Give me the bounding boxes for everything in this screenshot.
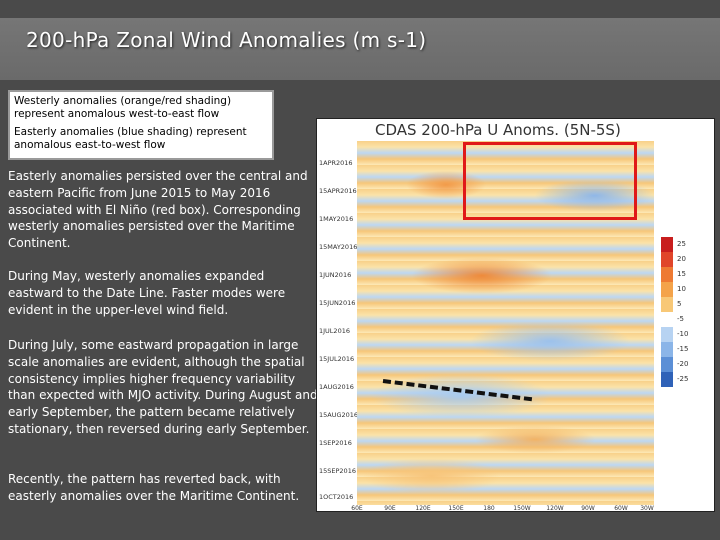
x-label: 180	[483, 505, 495, 512]
colorbar-label: -5	[677, 315, 684, 323]
y-label: 15SEP2016	[319, 467, 356, 475]
y-label: 1MAY2016	[319, 215, 354, 223]
paragraph-july-august: During July, some eastward propagation i…	[8, 338, 318, 436]
colorbar-cell	[661, 282, 673, 297]
y-label: 1OCT2016	[319, 493, 354, 501]
colorbar-label: -25	[677, 375, 689, 383]
paragraph-may: During May, westerly anomalies expanded …	[8, 269, 286, 317]
colorbar-cell	[661, 267, 673, 282]
x-label: 60E	[351, 505, 363, 512]
colorbar-label: 10	[677, 285, 686, 293]
x-label: 150W	[513, 505, 531, 512]
y-label: 15AUG2016	[319, 411, 359, 419]
hovmoller-figure: CDAS 200-hPa U Anoms. (5N-5S) 1APR2016 1…	[316, 118, 715, 512]
x-label: 120E	[415, 505, 431, 512]
x-label: 120W	[546, 505, 564, 512]
legend-easterly: Easterly anomalies (blue shading) repres…	[14, 126, 247, 151]
colorbar-cell	[661, 252, 673, 267]
y-label: 1AUG2016	[319, 383, 354, 391]
legend-box: Westerly anomalies (orange/red shading) …	[8, 90, 274, 160]
colorbar-cell	[661, 357, 673, 372]
paragraph-el-nino: Easterly anomalies persisted over the ce…	[8, 169, 308, 251]
y-label: 15JUL2016	[319, 355, 355, 363]
y-label: 15JUN2016	[319, 299, 356, 307]
x-label: 60W	[614, 505, 628, 512]
x-axis-labels: 60E 90E 120E 150E 180 150W 120W 90W 60W …	[351, 505, 654, 512]
colorbar-label: 25	[677, 240, 686, 248]
x-label: 90W	[581, 505, 595, 512]
colorbar-label: 20	[677, 255, 686, 263]
legend-westerly: Westerly anomalies (orange/red shading) …	[14, 95, 232, 120]
y-axis-labels: 1APR2016 15APR2016 1MAY2016 15MAY2016 1J…	[319, 141, 359, 505]
colorbar-label: 5	[677, 300, 682, 308]
y-label: 1JUN2016	[319, 271, 352, 279]
colorbar-label: -15	[677, 345, 689, 353]
x-label: 90E	[384, 505, 396, 512]
colorbar-cell	[661, 372, 673, 387]
y-label: 1JUL2016	[319, 327, 350, 335]
y-label: 15APR2016	[319, 187, 357, 195]
colorbar-cell	[661, 312, 673, 327]
colorbar-label: -20	[677, 360, 689, 368]
colorbar-cell	[661, 342, 673, 357]
colorbar	[661, 237, 673, 387]
colorbar-cell	[661, 297, 673, 312]
paragraph-recent: Recently, the pattern has reverted back,…	[8, 472, 300, 503]
y-label: 1SEP2016	[319, 439, 352, 447]
colorbar-label: -10	[677, 330, 689, 338]
x-label: 150E	[448, 505, 464, 512]
x-label: 30W	[640, 505, 654, 512]
figure-title: CDAS 200-hPa U Anoms. (5N-5S)	[375, 121, 621, 139]
colorbar-label: 15	[677, 270, 686, 278]
slide-title: 200-hPa Zonal Wind Anomalies (m s-1)	[26, 28, 427, 52]
y-label: 15MAY2016	[319, 243, 358, 251]
anomaly-plot	[357, 141, 654, 505]
title-bar: 200-hPa Zonal Wind Anomalies (m s-1)	[0, 18, 720, 80]
colorbar-cell	[661, 327, 673, 342]
y-label: 1APR2016	[319, 159, 353, 167]
colorbar-cell	[661, 237, 673, 252]
el-nino-red-box	[463, 142, 637, 220]
colorbar-labels: 25 20 15 10 5 -5 -10 -15 -20 -25	[677, 237, 711, 387]
